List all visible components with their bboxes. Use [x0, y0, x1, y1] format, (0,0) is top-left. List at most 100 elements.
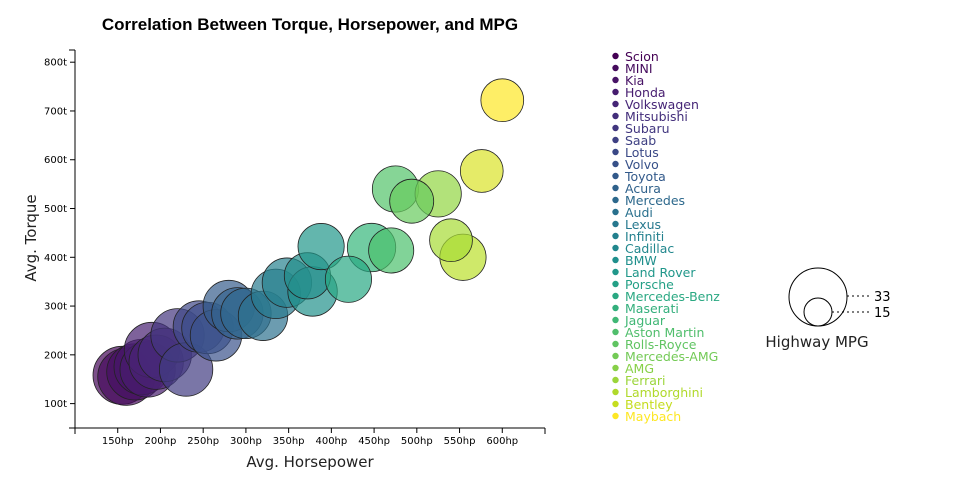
legend-item[interactable]: Infiniti — [612, 229, 664, 244]
y-axis-title: Avg. Torque — [22, 194, 40, 281]
x-tick-label: 150hp — [102, 436, 134, 447]
size-legend-label: 15 — [874, 306, 891, 321]
legend-swatch — [612, 352, 619, 360]
x-axis-title: Avg. Horsepower — [246, 453, 374, 471]
legend-label: Kia — [625, 73, 644, 88]
legend-label: AMG — [625, 361, 654, 376]
legend-item[interactable]: Lotus — [612, 145, 659, 160]
legend-item[interactable]: Mercedes-AMG — [612, 349, 718, 364]
axes-layer: 150hp 200hp 250hp 300hp 350hp 400hp 450hp 500hp… — [44, 49, 546, 447]
legend-item[interactable]: Maybach — [612, 409, 681, 424]
legend-swatch — [612, 100, 619, 108]
legend-swatch — [612, 136, 619, 144]
legend-swatch — [612, 220, 619, 228]
y-tick-label: 300t — [44, 302, 67, 313]
y-tick-label: 500t — [44, 204, 67, 215]
legend-label: Mercedes — [625, 193, 685, 208]
legend-label: Acura — [625, 181, 661, 196]
legend-label: Land Rover — [625, 265, 696, 280]
legend-swatch — [612, 364, 619, 372]
legend-label: Ferrari — [625, 373, 666, 388]
legend-swatch — [612, 52, 619, 60]
legend-item[interactable]: Ferrari — [612, 373, 666, 388]
legend-swatch — [612, 388, 619, 396]
legend-item[interactable]: AMG — [612, 361, 654, 376]
legend-item[interactable]: Cadillac — [612, 241, 674, 256]
legend-swatch — [612, 184, 619, 192]
legend-label: Aston Martin — [625, 325, 704, 340]
legend-item[interactable]: Aston Martin — [612, 325, 704, 340]
legend-item[interactable]: Mitsubishi — [612, 109, 688, 124]
size-legend-label: 33 — [874, 290, 891, 305]
legend-swatch — [612, 232, 619, 240]
legend-item[interactable]: Lexus — [612, 217, 661, 232]
legend-label: Rolls-Royce — [625, 337, 697, 352]
bubble[interactable] — [297, 223, 345, 271]
x-tick-label: 350hp — [273, 436, 305, 447]
legend-label: Cadillac — [625, 241, 674, 256]
legend-item[interactable]: Volkswagen — [612, 97, 699, 112]
legend-item[interactable]: Volvo — [612, 157, 659, 172]
legend-item[interactable]: Bentley — [612, 397, 673, 412]
legend-swatch — [612, 292, 619, 300]
legend-item[interactable]: Rolls-Royce — [612, 337, 697, 352]
legend-swatch — [612, 244, 619, 252]
legend-swatch — [612, 280, 619, 288]
legend-item[interactable]: Acura — [612, 181, 661, 196]
x-tick-label: 500hp — [401, 436, 433, 447]
legend-label: Maybach — [625, 409, 681, 424]
legend-label: Volkswagen — [625, 97, 699, 112]
legend-item[interactable]: Jaguar — [612, 313, 666, 328]
bubble[interactable] — [459, 149, 504, 193]
legend-item[interactable]: Saab — [612, 133, 656, 148]
x-tick-label: 200hp — [145, 436, 177, 447]
legend-label: Jaguar — [624, 313, 666, 328]
legend-item[interactable]: Kia — [612, 73, 644, 88]
x-tick-label: 250hp — [187, 436, 219, 447]
legend-item[interactable]: Subaru — [612, 121, 670, 136]
bubble[interactable] — [389, 178, 435, 224]
legend-item[interactable]: Lamborghini — [612, 385, 703, 400]
legend-label: Lotus — [625, 145, 659, 160]
legend-swatch — [612, 256, 619, 264]
size-legend-small-circle — [803, 297, 833, 327]
legend-swatch — [612, 376, 619, 384]
legend-item[interactable]: BMW — [612, 253, 657, 268]
legend-swatch — [612, 196, 619, 204]
x-tick-label: 550hp — [444, 436, 476, 447]
legend-item[interactable]: Maserati — [612, 301, 679, 316]
legend-label: Maserati — [625, 301, 679, 316]
legend-item[interactable]: Mercedes-Benz — [612, 289, 720, 304]
legend-item[interactable]: Scion — [612, 49, 659, 64]
y-tick-label: 700t — [44, 106, 67, 117]
legend-label: Mercedes-Benz — [625, 289, 720, 304]
legend-label: Subaru — [625, 121, 670, 136]
legend-swatch — [612, 124, 619, 132]
legend-swatch — [612, 268, 619, 276]
legend-item[interactable]: Mercedes — [612, 193, 685, 208]
bubble[interactable] — [324, 255, 372, 303]
legend-label: Scion — [625, 49, 659, 64]
legend-item[interactable]: Audi — [612, 205, 653, 220]
size-legend-large-circle — [788, 267, 848, 327]
legend-item[interactable]: Porsche — [612, 277, 674, 292]
legend-item[interactable]: MINI — [612, 61, 653, 76]
legend-item[interactable]: Honda — [612, 85, 666, 100]
bubble[interactable] — [429, 218, 473, 263]
legend-item[interactable]: Land Rover — [612, 265, 696, 280]
legend-item[interactable]: Toyota — [612, 169, 666, 184]
legend-label: BMW — [625, 253, 657, 268]
legend-label: Audi — [625, 205, 653, 220]
legend-swatch — [612, 172, 619, 180]
legend-label: MINI — [625, 61, 653, 76]
legend-swatch — [612, 316, 619, 324]
bubble[interactable] — [480, 78, 525, 123]
legend-label: Mercedes-AMG — [625, 349, 718, 364]
bubble[interactable] — [368, 227, 415, 274]
legend-label: Lexus — [625, 217, 661, 232]
legend-swatch — [612, 208, 619, 216]
x-tick-label: 400hp — [315, 436, 347, 447]
legend-swatch — [612, 412, 619, 420]
legend-swatch — [612, 304, 619, 312]
